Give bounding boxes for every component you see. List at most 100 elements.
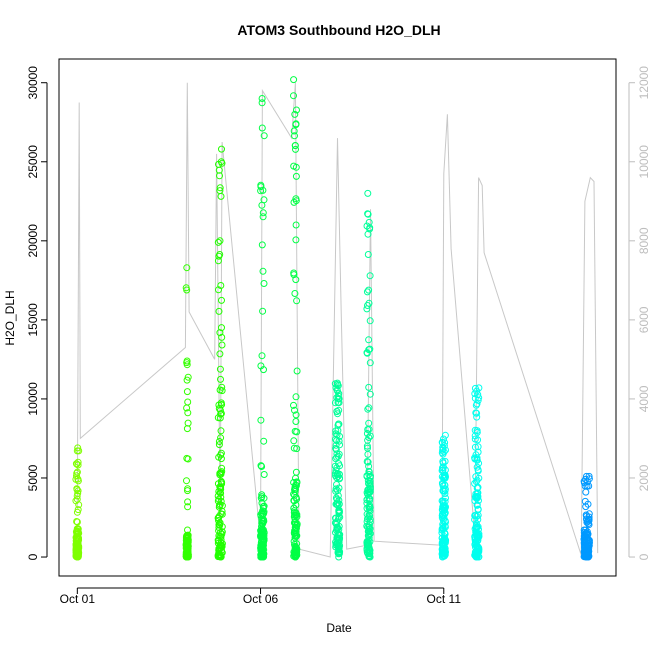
data-point	[214, 257, 222, 265]
y-tick-label: 10000	[26, 382, 40, 416]
data-point	[73, 486, 81, 493]
data-point	[439, 466, 447, 474]
data-point	[292, 393, 300, 401]
secondary-trace	[76, 82, 599, 558]
data-point	[218, 502, 226, 510]
data-point	[364, 523, 372, 531]
data-point	[217, 427, 225, 435]
data-point	[215, 307, 223, 315]
data-point	[216, 251, 224, 258]
data-point	[366, 317, 374, 325]
data-point	[366, 390, 374, 398]
data-point	[215, 524, 223, 531]
data-point	[331, 462, 339, 470]
y2-tick-label: 12000	[637, 66, 650, 100]
data-point	[365, 383, 373, 391]
data-point	[334, 501, 342, 509]
data-point	[74, 553, 82, 561]
data-point	[440, 442, 448, 450]
data-point	[475, 474, 483, 482]
data-point	[184, 536, 192, 544]
y2-axis: 0 2000 4000 6000 8000 10000 12000	[628, 66, 650, 560]
data-point	[365, 541, 373, 549]
data-point	[291, 142, 299, 149]
data-point	[290, 530, 298, 537]
data-point	[581, 497, 589, 505]
data-point	[291, 491, 299, 499]
data-point	[291, 531, 299, 539]
data-point	[335, 509, 343, 517]
data-point	[260, 280, 268, 287]
data-point	[291, 488, 299, 495]
data-point	[365, 521, 373, 529]
data-point	[364, 444, 371, 452]
data-point	[291, 132, 298, 140]
data-point	[259, 518, 267, 526]
data-point	[293, 520, 301, 528]
data-point	[260, 471, 268, 478]
data-point	[363, 349, 371, 357]
data-point	[184, 373, 192, 381]
data-point	[335, 496, 343, 504]
data-point	[217, 489, 225, 497]
data-point	[441, 439, 449, 447]
data-point	[258, 352, 266, 360]
data-point	[292, 418, 300, 425]
data-point	[257, 527, 265, 535]
data-point	[216, 329, 224, 337]
data-point	[366, 504, 374, 511]
data-point	[184, 409, 192, 417]
data-point	[258, 463, 266, 470]
data-point	[471, 541, 479, 549]
data-point	[259, 186, 267, 194]
data-point	[334, 392, 342, 400]
data-point	[333, 481, 340, 488]
data-point	[291, 427, 299, 435]
data-point	[335, 420, 342, 428]
data-point	[471, 516, 479, 524]
y-tick-label: 20000	[26, 224, 40, 258]
data-point	[292, 120, 300, 128]
data-point	[366, 525, 374, 533]
data-point	[363, 504, 371, 512]
data-point	[292, 501, 300, 509]
data-point	[583, 544, 591, 552]
data-point	[363, 549, 371, 557]
data-point	[215, 546, 223, 554]
point-cluster-5-0	[438, 431, 450, 561]
data-point	[364, 251, 372, 258]
data-point	[472, 494, 480, 502]
data-point	[334, 387, 341, 395]
data-point	[292, 468, 300, 476]
point-cluster-4-0	[331, 379, 344, 561]
data-point	[333, 431, 341, 439]
data-point	[73, 518, 81, 526]
data-point	[183, 540, 191, 548]
data-point	[183, 454, 191, 462]
data-point	[332, 472, 339, 480]
data-point	[183, 477, 190, 485]
y-tick-label: 15000	[26, 303, 40, 337]
data-point	[293, 297, 301, 305]
data-point	[214, 514, 222, 522]
data-point	[441, 474, 449, 482]
data-point	[365, 419, 373, 427]
data-point	[292, 172, 300, 180]
data-point	[215, 453, 223, 461]
data-point	[218, 510, 226, 518]
data-point	[471, 435, 479, 443]
data-point	[292, 528, 300, 536]
data-point	[366, 272, 374, 280]
point-cluster-3-1	[290, 76, 301, 561]
data-point	[331, 399, 339, 407]
data-point	[363, 489, 371, 497]
y2-tick-label: 0	[637, 553, 650, 560]
data-point	[73, 541, 81, 549]
data-point	[365, 404, 373, 412]
data-point	[471, 480, 479, 487]
data-point	[585, 515, 593, 523]
data-point	[366, 512, 374, 520]
data-points	[72, 76, 593, 561]
data-point	[292, 518, 299, 526]
y-tick-label: 30000	[26, 66, 40, 100]
